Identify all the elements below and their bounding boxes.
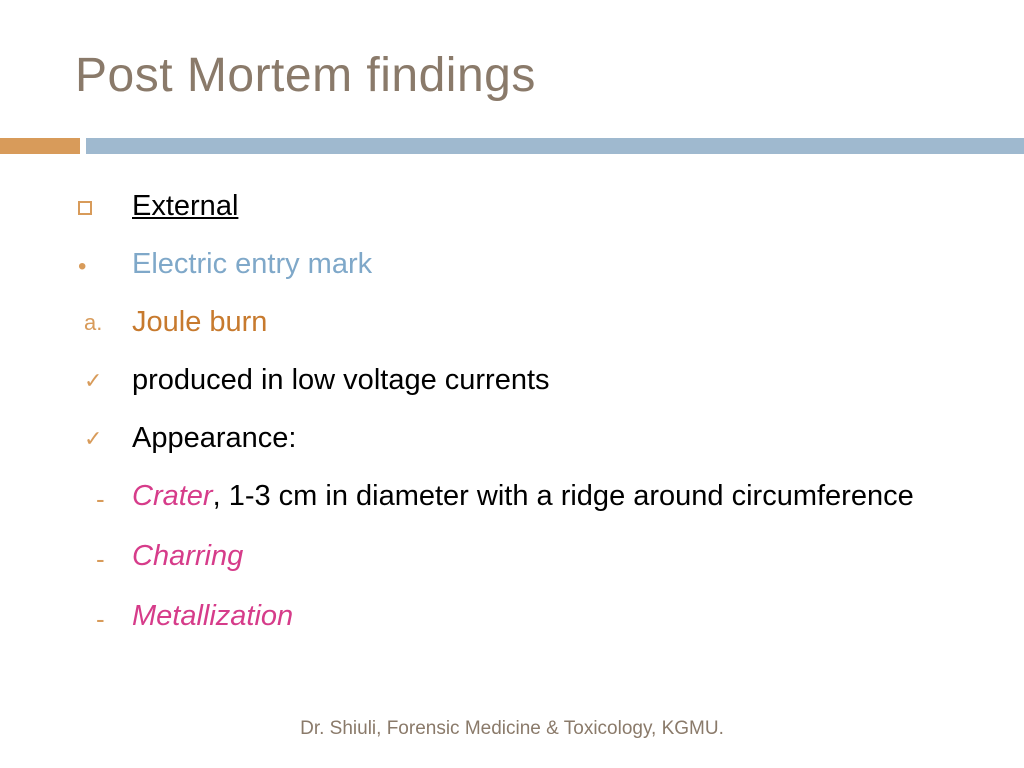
item-entry-mark: Electric entry mark [132, 248, 372, 280]
square-bullet-icon [78, 186, 132, 222]
list-item: External [78, 186, 964, 226]
accent-bar [0, 138, 1024, 154]
check-bullet-icon: ✓ [78, 418, 132, 454]
check-bullet-icon: ✓ [78, 360, 132, 396]
item-metallization: Metallization [132, 600, 293, 632]
item-crater-em: Crater [132, 480, 213, 512]
list-item: • Electric entry mark [78, 244, 964, 284]
accent-blue-block [86, 138, 1024, 154]
dash-bullet-icon: - [78, 596, 132, 638]
list-item: ✓ produced in low voltage currents [78, 360, 964, 400]
item-external: External [132, 190, 238, 222]
list-item: a. Joule burn [78, 302, 964, 342]
content-area: External • Electric entry mark a. Joule … [78, 186, 964, 656]
item-joule: Joule burn [132, 306, 267, 338]
slide-title: Post Mortem findings [75, 48, 536, 103]
dash-bullet-icon: - [78, 536, 132, 578]
item-charring: Charring [132, 540, 243, 572]
dash-bullet-icon: - [78, 476, 132, 518]
accent-orange-block [0, 138, 80, 154]
list-item: ✓ Appearance: [78, 418, 964, 458]
list-item: - Charring [78, 536, 964, 578]
item-produced: produced in low voltage currents [132, 364, 550, 396]
alpha-bullet-icon: a. [78, 302, 132, 338]
list-item: - Metallization [78, 596, 964, 638]
dot-bullet-icon: • [78, 244, 132, 283]
list-item: - Crater, 1-3 cm in diameter with a ridg… [78, 476, 964, 518]
footer-credit: Dr. Shiuli, Forensic Medicine & Toxicolo… [0, 718, 1024, 740]
item-crater-tail: , 1-3 cm in diameter with a ridge around… [213, 480, 914, 512]
item-appearance: Appearance: [132, 422, 296, 454]
